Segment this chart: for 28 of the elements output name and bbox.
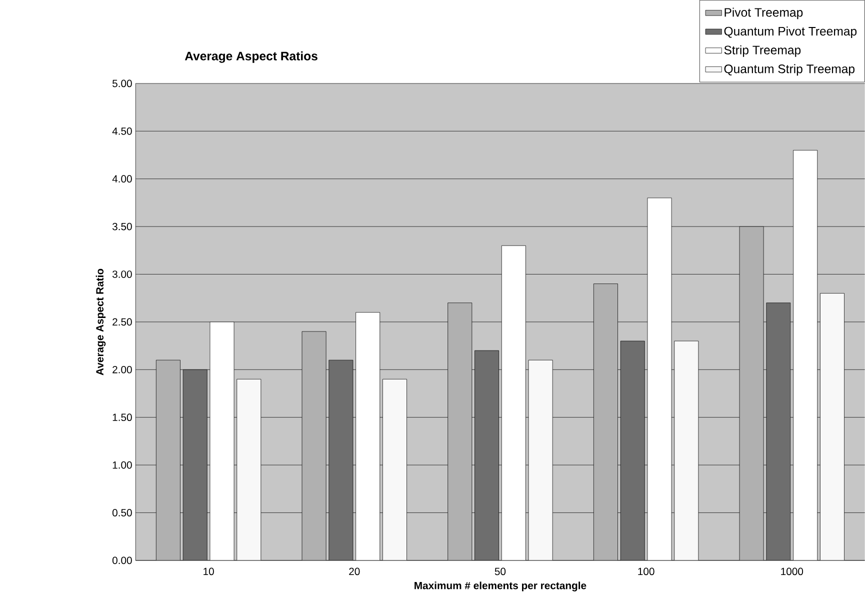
x-tick-label: 50 (494, 568, 506, 576)
x-tick-label: 1000 (781, 568, 804, 576)
bar (474, 350, 499, 561)
y-tick-label: 4.00 (112, 175, 132, 183)
y-axis-title: Average Aspect Ratio (96, 269, 106, 376)
bar (766, 302, 791, 561)
x-tick-label: 20 (349, 568, 360, 576)
y-tick-label: 2.50 (112, 318, 132, 326)
bar (620, 341, 645, 561)
y-tick-label: 0.50 (112, 509, 132, 517)
y-tick-label: 5.00 (112, 80, 132, 88)
y-tick-label: 1.00 (112, 462, 132, 469)
legend-label: Quantum Pivot Treemap (724, 26, 857, 38)
chart-title: Average Aspect Ratios (184, 52, 318, 64)
bar (328, 360, 354, 561)
x-axis-title: Maximum # elements per rectangle (414, 582, 586, 592)
y-tick-label: 2.00 (112, 366, 132, 374)
y-tick-label: 0.00 (112, 556, 132, 564)
x-tick-label: 100 (638, 568, 654, 576)
legend-label: Strip Treemap (724, 46, 801, 58)
y-tick-label: 3.50 (112, 223, 132, 230)
legend-label: Quantum Strip Treemap (724, 64, 854, 76)
y-tick-label: 4.50 (112, 128, 132, 136)
legend-label: Pivot Treemap (724, 8, 803, 20)
y-tick-label: 1.50 (112, 414, 132, 422)
y-tick-label: 3.00 (112, 270, 132, 278)
x-tick-label: 10 (204, 568, 214, 576)
bar (182, 370, 208, 561)
